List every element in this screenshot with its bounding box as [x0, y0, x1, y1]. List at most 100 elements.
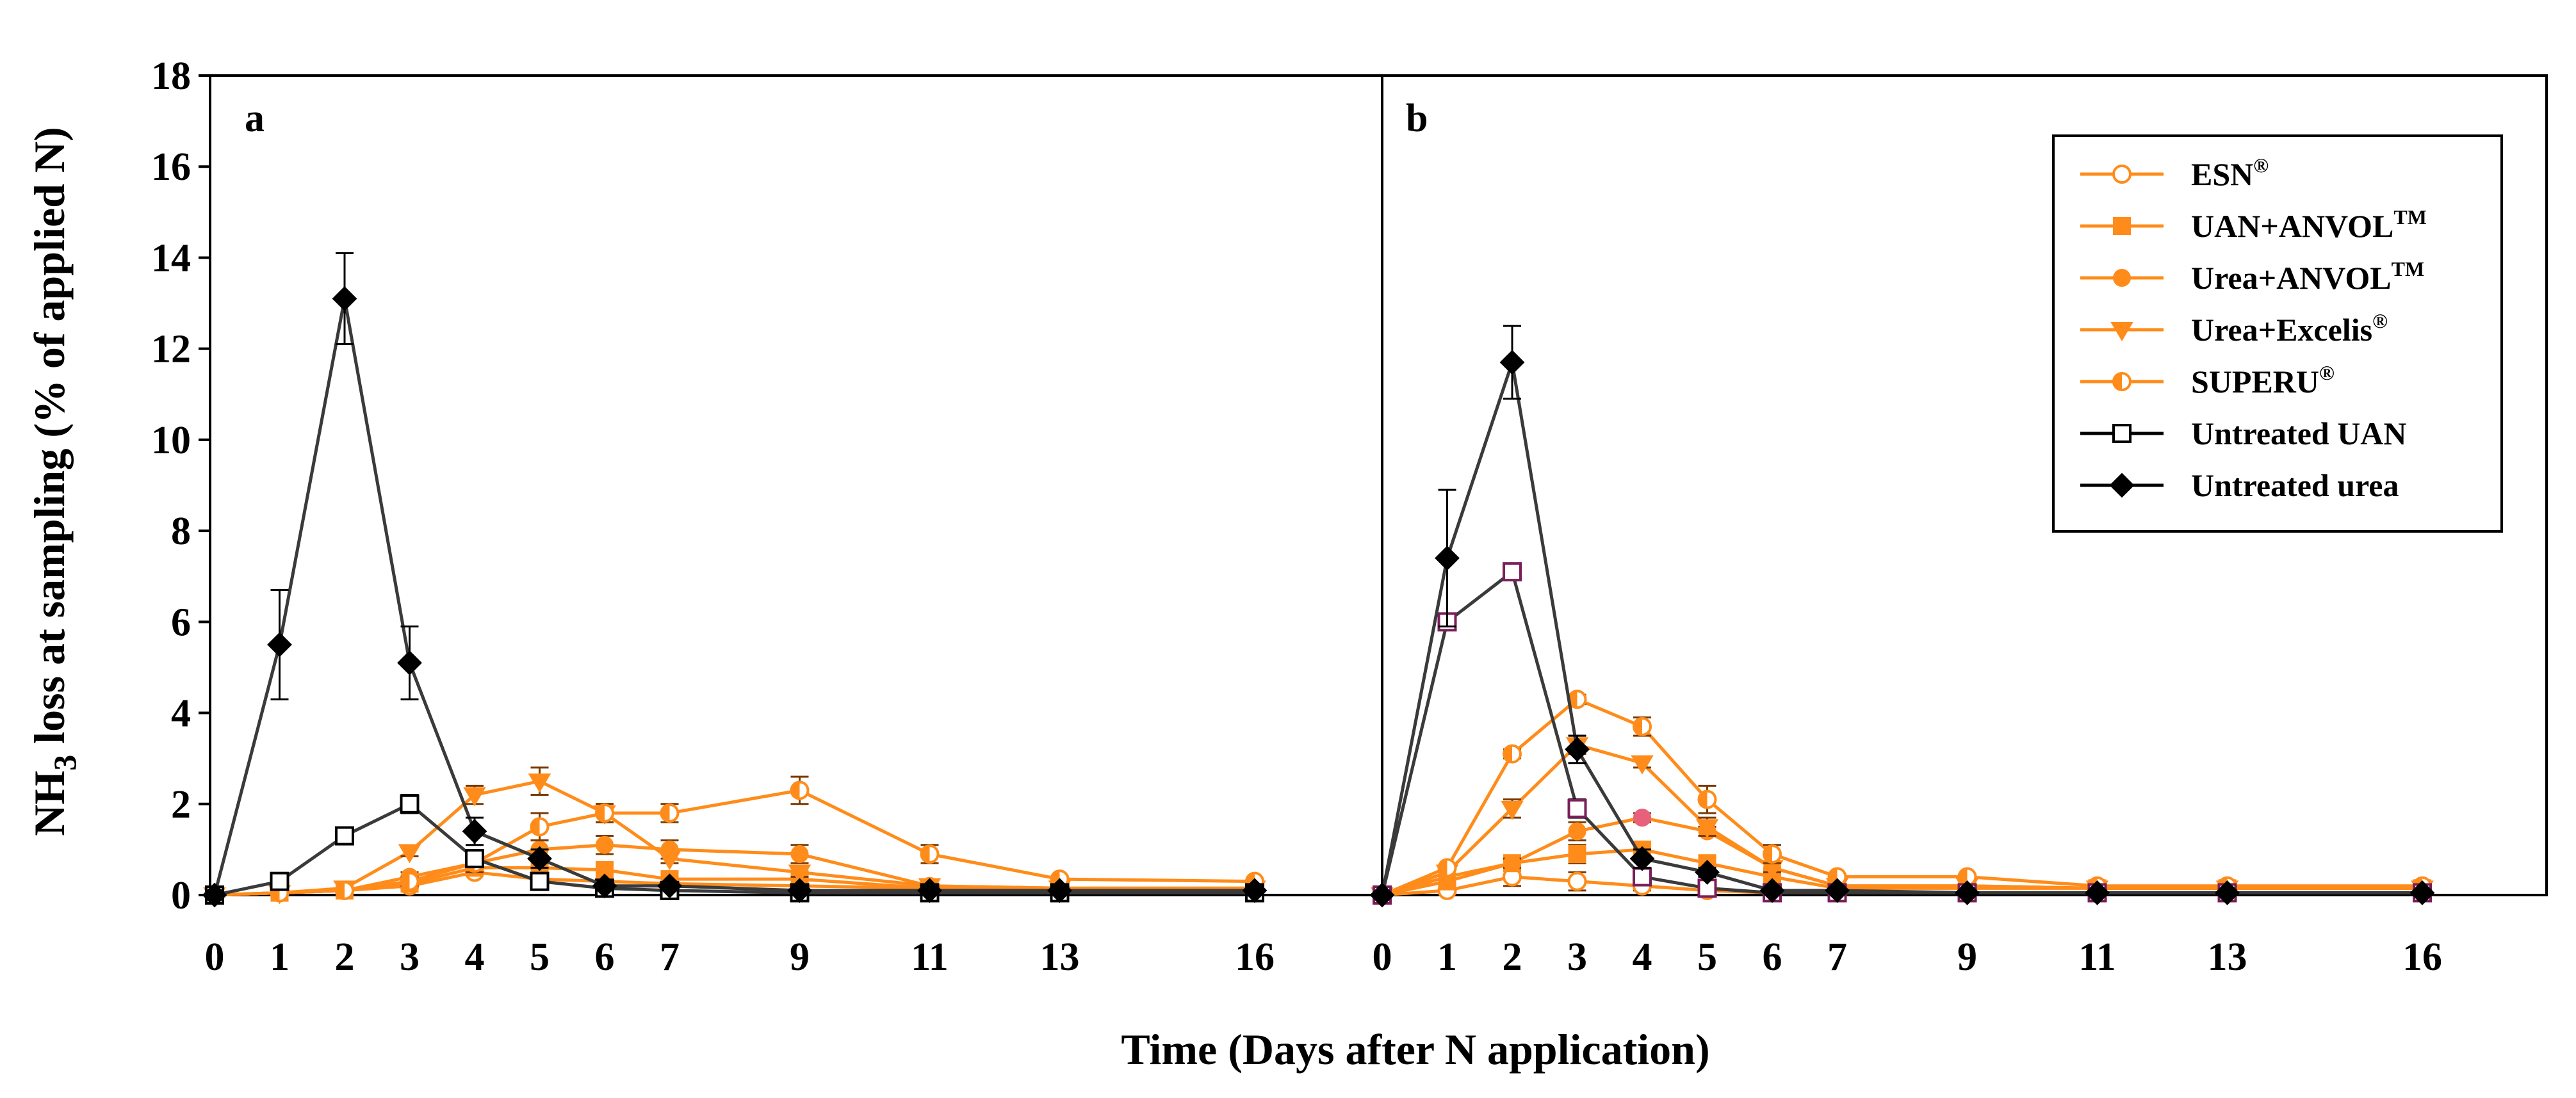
legend-item-superu: SUPERU®: [2080, 361, 2335, 400]
data-point-urea-excelis-shape: [463, 787, 486, 807]
data-point-urea-excelis-shape: [788, 864, 811, 884]
series-b-superu: [1373, 690, 2432, 905]
series-line-superu: [1382, 697, 2422, 897]
data-point-untreated-urea: [267, 632, 292, 658]
legend-label-text: SUPERU: [2191, 364, 2319, 400]
legend-label-superscript: ®: [2253, 154, 2269, 177]
legend-box: [2052, 134, 2503, 533]
data-point-superu: [335, 880, 354, 900]
series-a-untreated-urea: [202, 252, 1268, 908]
y-axis-title-prefix: NH: [25, 771, 74, 836]
data-point-untreated-urea-shape: [657, 873, 682, 899]
data-point-untreated-urea: [1369, 882, 1395, 908]
data-point-untreated-urea-shape: [1242, 878, 1268, 903]
data-point-untreated-urea: [397, 650, 422, 675]
data-point-untreated-urea-shape: [202, 882, 227, 908]
data-point-untreated-urea: [462, 819, 487, 844]
data-point-superu: [530, 817, 550, 837]
data-point-superu-half-fill: [1699, 791, 1708, 808]
data-point-untreated-urea-shape: [1695, 860, 1720, 885]
x-tick-label: 13: [1040, 935, 1080, 979]
data-point-untreated-uan-shape: [1503, 562, 1522, 582]
legend-marker-uan-anvol-shape: [2113, 217, 2131, 235]
data-point-urea-excelis-shape: [1695, 819, 1719, 839]
data-point-superu: [790, 780, 810, 800]
x-tick-label: 1: [270, 935, 289, 979]
data-point-untreated-urea: [527, 846, 552, 871]
series-line-untreated-urea: [213, 296, 1255, 896]
x-tick-label: 4: [465, 935, 485, 979]
x-tick-label: 7: [660, 935, 680, 979]
legend-marker-urea-anvol-shape: [2113, 269, 2131, 287]
data-point-urea-anvol: [596, 836, 614, 854]
legend-marker-untreated-urea: [2109, 472, 2135, 498]
x-tick-label: 11: [911, 935, 949, 979]
data-point-urea-excelis-shape: [1631, 755, 1654, 775]
x-tick-label: 0: [1373, 935, 1392, 979]
legend-item-urea-anvol: Urea+ANVOLTM: [2080, 257, 2424, 296]
panel-a-series: [202, 252, 1268, 908]
data-point-urea-anvol: [1568, 822, 1586, 841]
legend-label-text: Urea+Excelis: [2191, 312, 2372, 348]
legend-label-untreated-urea: Untreated urea: [2191, 467, 2399, 503]
data-point-untreated-uan: [1567, 798, 1587, 818]
legend-marker-urea-excelis: [2110, 322, 2133, 341]
data-point-untreated-uan: [335, 826, 354, 846]
legend-label-esn: ESN®: [2191, 154, 2269, 192]
x-tick-label: 16: [1235, 935, 1275, 979]
legend-marker-uan-anvol: [2113, 217, 2131, 235]
x-tick-label: 2: [1503, 935, 1522, 979]
data-point-superu-half-fill: [1439, 859, 1447, 876]
legend-label-text: Urea+ANVOL: [2191, 260, 2392, 296]
x-tick-label: 0: [205, 935, 225, 979]
data-point-superu: [660, 803, 680, 823]
data-point-superu: [1633, 716, 1652, 736]
data-point-untreated-uan-shape: [335, 826, 354, 846]
data-point-urea-anvol-shape: [596, 836, 614, 854]
legend-marker-esn: [2112, 165, 2132, 184]
data-point-superu: [595, 803, 614, 823]
legend-marker-superu-half-fill: [2114, 373, 2122, 390]
data-point-untreated-urea-shape: [527, 846, 552, 871]
data-point-untreated-urea: [1629, 846, 1655, 871]
data-point-urea-excelis-shape: [398, 844, 421, 864]
data-point-urea-excelis: [528, 773, 551, 793]
data-point-urea-excelis: [1695, 819, 1719, 839]
panel-b-series: [1369, 325, 2435, 908]
y-axis-title-suffix: loss at sampling (% of applied N): [25, 127, 74, 754]
legend-label-text: Untreated urea: [2191, 467, 2399, 503]
series-line-untreated-uan: [214, 802, 1255, 897]
data-point-superu: [1437, 858, 1457, 878]
data-point-untreated-urea-shape: [2085, 880, 2110, 905]
data-point-untreated-uan-shape: [400, 794, 420, 814]
data-point-untreated-urea-shape: [917, 878, 942, 903]
series-layer: [202, 252, 2435, 908]
x-tick-label: 13: [2208, 935, 2247, 979]
y-tick-label: 4: [171, 692, 191, 736]
data-point-untreated-urea: [1565, 737, 1590, 762]
y-tick-label: 16: [151, 145, 191, 189]
data-point-untreated-urea: [1435, 545, 1460, 571]
y-axis-title-subscript: 3: [47, 755, 83, 771]
legend-marker-superu: [2112, 372, 2132, 391]
data-point-urea-excelis-shape: [1501, 800, 1524, 820]
data-point-superu: [400, 871, 420, 891]
x-tick-label: 7: [1827, 935, 1847, 979]
data-point-untreated-urea-shape: [1369, 882, 1395, 908]
panel-label-b: b: [1406, 97, 1428, 140]
data-point-untreated-uan: [400, 794, 420, 814]
data-point-superu-half-fill: [1504, 745, 1512, 763]
x-tick-label: 4: [1633, 935, 1652, 979]
data-point-superu-half-fill: [1959, 868, 1968, 885]
data-point-untreated-urea-shape: [592, 873, 617, 899]
data-point-untreated-urea-shape: [1955, 880, 1980, 905]
data-point-urea-anvol-shape: [1633, 809, 1651, 827]
legend-label-urea-anvol: Urea+ANVOLTM: [2191, 257, 2424, 296]
legend-marker-urea-anvol: [2113, 269, 2131, 287]
series-line-superu: [214, 788, 1255, 897]
data-point-untreated-uan: [465, 849, 484, 869]
data-point-untreated-urea: [592, 873, 617, 899]
data-point-uan-anvol-shape: [1568, 845, 1586, 863]
data-point-superu: [1697, 789, 1717, 809]
